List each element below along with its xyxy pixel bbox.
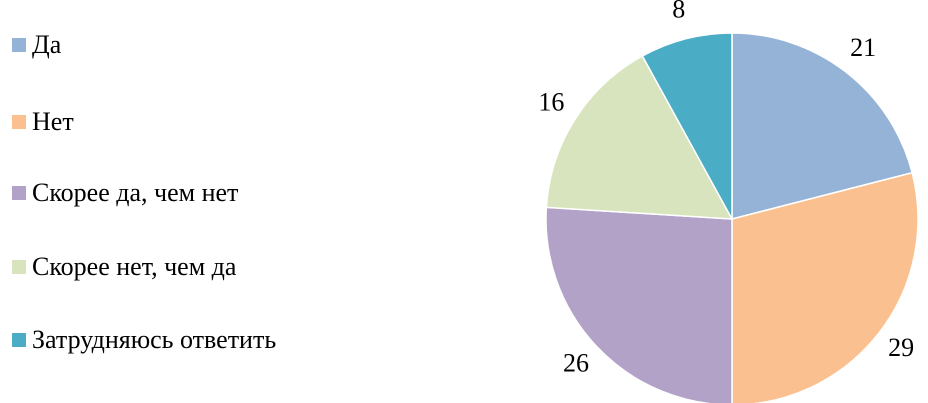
pie-slice — [641, 32, 733, 220]
legend-swatch — [12, 38, 26, 52]
legend-item: Скорее нет, чем да — [12, 248, 236, 286]
legend-label: Да — [32, 30, 62, 59]
legend-item: Затрудняюсь ответить — [12, 321, 276, 359]
data-label: 16 — [538, 87, 564, 116]
legend-label: Затрудняюсь ответить — [32, 325, 277, 354]
data-label: 26 — [563, 348, 589, 377]
data-label: 29 — [888, 333, 914, 362]
legend-swatch — [12, 115, 26, 129]
legend-swatch — [12, 260, 26, 274]
legend-label: Нет — [32, 107, 74, 136]
pie-slice — [731, 32, 914, 220]
legend-item: Скорее да, чем нет — [12, 174, 238, 212]
pie-slice — [545, 54, 734, 220]
pie-slice — [545, 206, 733, 403]
legend-label: Скорее да, чем нет — [32, 178, 239, 207]
data-label: 8 — [672, 0, 685, 24]
legend-item: Нет — [12, 103, 74, 141]
pie-slice — [731, 171, 919, 403]
legend-label: Скорее нет, чем да — [32, 252, 237, 281]
legend-swatch — [12, 186, 26, 200]
legend-swatch — [12, 333, 26, 347]
legend-item: Да — [12, 26, 61, 64]
data-label: 21 — [850, 33, 876, 62]
